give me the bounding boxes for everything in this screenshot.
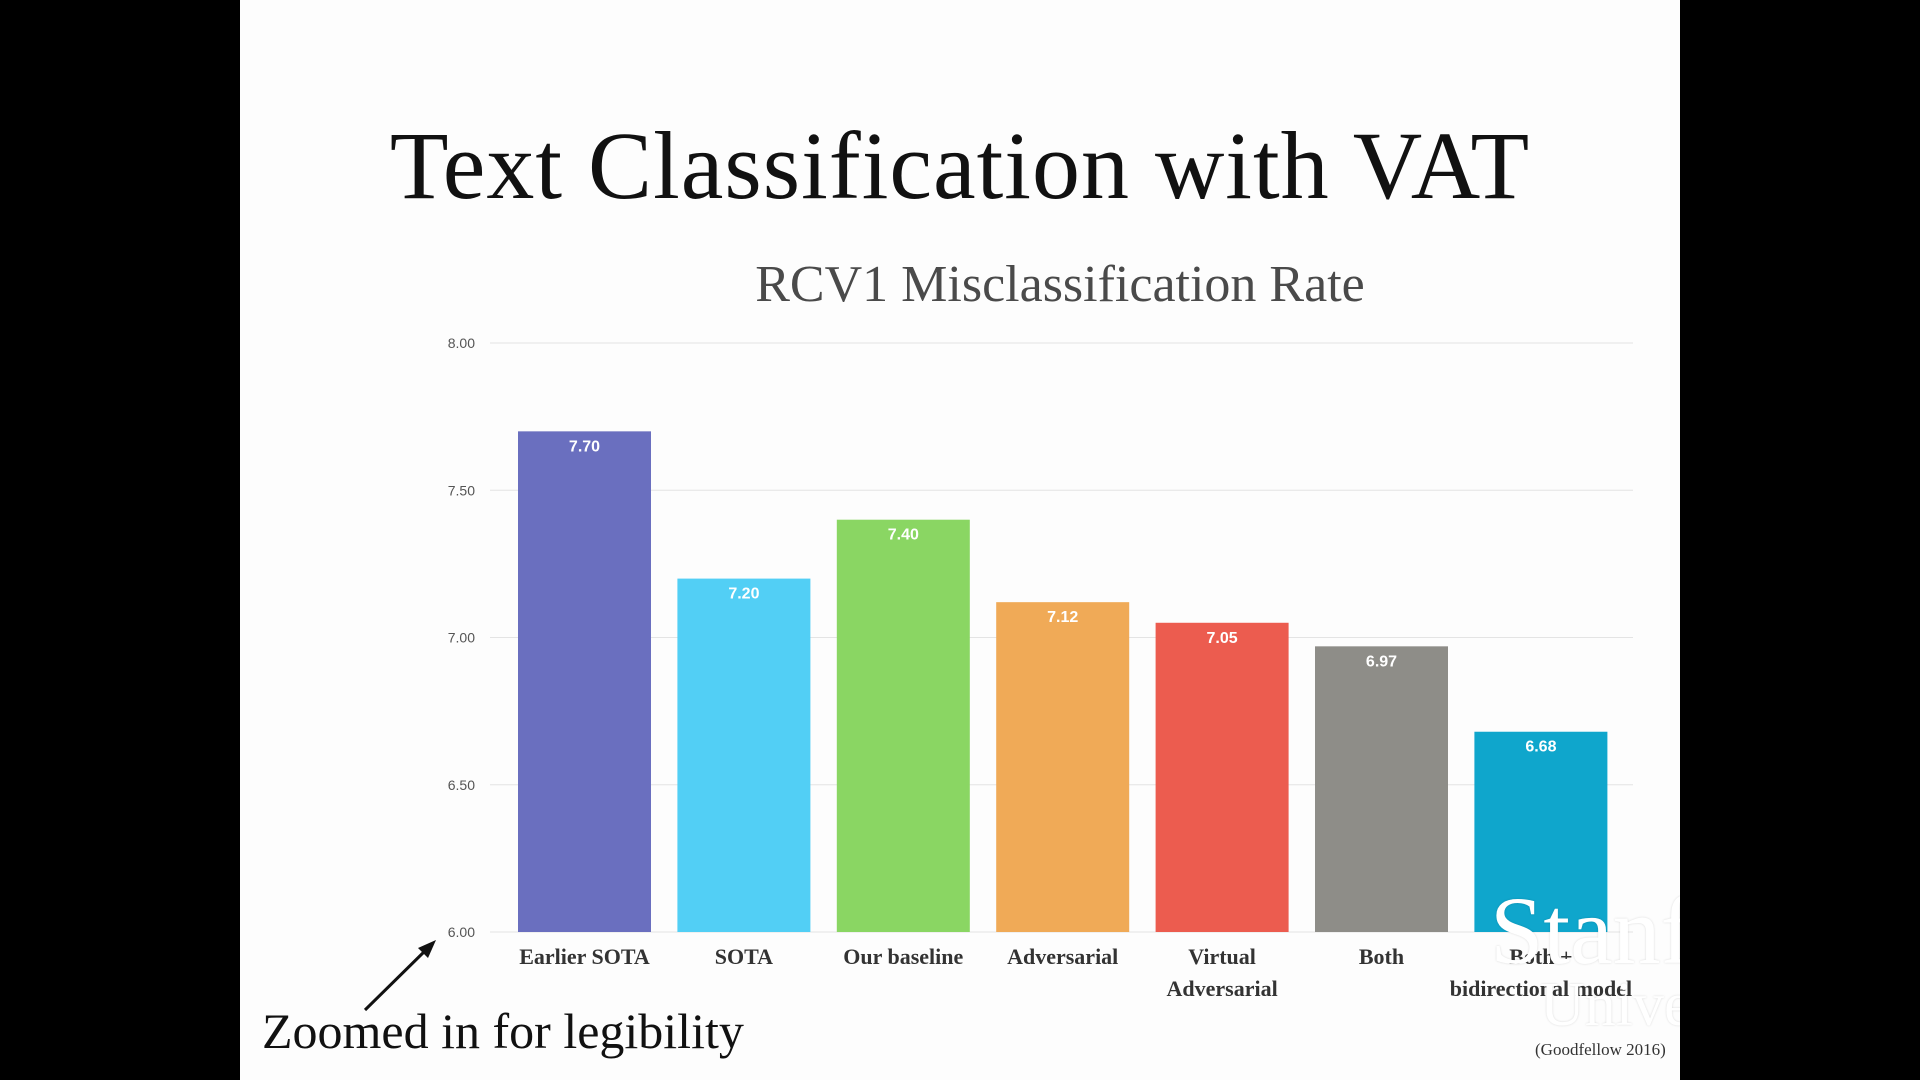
slide: Text Classification with VAT RCV1 Miscla… [240,0,1680,1080]
bar-value-label: 6.97 [1366,653,1397,670]
y-tick-label: 6.50 [448,777,475,793]
x-tick-label: Both + [1509,944,1572,969]
logo-text-line2: University [1540,971,1680,1039]
bar [1155,622,1289,932]
y-tick-label: 8.00 [448,335,475,351]
x-tick-label: Virtual [1188,944,1256,969]
bar [677,578,811,932]
bar-value-label: 7.20 [728,586,759,603]
bar-value-label: 7.05 [1207,630,1238,647]
x-tick-label: bidirectional model [1450,976,1632,1001]
x-tick-label: Adversarial [1166,976,1277,1001]
bar-value-label: 6.68 [1525,739,1556,756]
bar [996,602,1130,932]
bar [518,431,651,932]
zoom-arrow-line [363,944,432,1012]
x-tick-label: Both [1359,944,1404,969]
bar [836,519,970,932]
x-tick-label: Our baseline [843,944,963,969]
y-tick-label: 7.50 [448,482,475,498]
zoom-arrow-head [418,940,436,958]
chart-title: RCV1 Misclassification Rate [755,256,1365,313]
bar-value-label: 7.70 [569,438,600,455]
bar-value-label: 7.40 [888,527,919,544]
x-tick-label: Earlier SOTA [519,944,650,969]
x-tick-label: Adversarial [1007,944,1118,969]
bar [1315,646,1448,932]
y-tick-label: 6.00 [448,924,475,940]
bar-chart: 6.00 6.50 7.00 7.50 8.00 7.70 Earlier SOTA 7.2… [363,335,1633,1012]
zoom-note: Zoomed in for legibility [262,1003,744,1059]
citation: (Goodfellow 2016) [1535,1040,1666,1059]
bar-value-label: 7.12 [1047,609,1078,626]
x-tick-label: SOTA [715,944,773,969]
bar [1474,731,1608,932]
logo-text-line1: Stanford [1490,877,1680,984]
y-tick-label: 7.00 [448,630,475,646]
slide-title: Text Classification with VAT [389,112,1531,219]
